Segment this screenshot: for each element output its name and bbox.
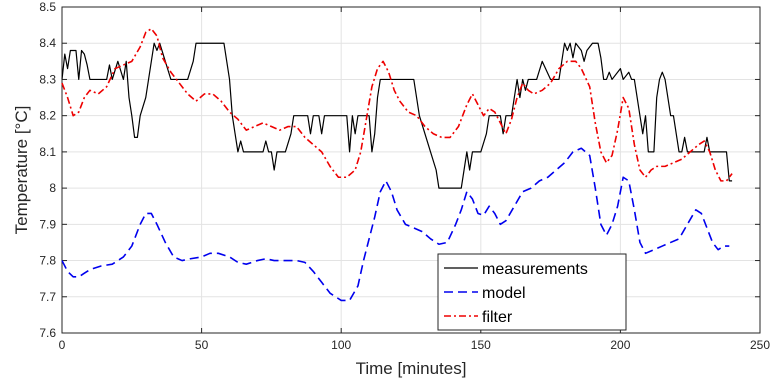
- series-line-measurements: [61, 42, 733, 189]
- plot-area: [61, 6, 761, 334]
- y-tick-label: 8.3: [39, 72, 56, 86]
- x-tick-label: 200: [610, 338, 630, 352]
- x-tick-label: 100: [331, 338, 351, 352]
- x-axis-title: Time [minutes]: [356, 359, 467, 378]
- legend-label-model: model: [482, 285, 526, 302]
- x-tick-label: 50: [195, 338, 209, 352]
- x-tick-label: 250: [750, 338, 770, 352]
- x-axis-ticks: 0 50 100 150 200 250: [59, 7, 770, 352]
- y-tick-label: 7.7: [39, 290, 56, 304]
- y-tick-label: 8.4: [39, 36, 56, 50]
- y-tick-label: 7.6: [39, 326, 56, 340]
- legend: measurements model filter: [437, 253, 627, 331]
- y-tick-label: 8.5: [39, 0, 56, 14]
- series-line-model: [61, 147, 730, 302]
- x-tick-label: 150: [471, 338, 491, 352]
- y-tick-label: 7.9: [39, 217, 56, 231]
- series-line-filter: [61, 27, 733, 182]
- y-axis-ticks: 7.6 7.7 7.8 7.9 8 8.1 8.2 8.3 8.4 8.5: [39, 0, 760, 340]
- y-tick-label: 8: [49, 181, 56, 195]
- y-axis-title: Temperature [°C]: [12, 106, 31, 235]
- y-tick-label: 8.1: [39, 145, 56, 159]
- legend-box: [437, 253, 627, 331]
- y-tick-label: 7.8: [39, 254, 56, 268]
- legend-label-measurements: measurements: [482, 261, 588, 278]
- grid-lines: [61, 6, 761, 334]
- y-tick-label: 8.2: [39, 109, 56, 123]
- legend-label-filter: filter: [482, 309, 513, 326]
- series-lines: [61, 27, 733, 302]
- x-tick-label: 0: [59, 338, 66, 352]
